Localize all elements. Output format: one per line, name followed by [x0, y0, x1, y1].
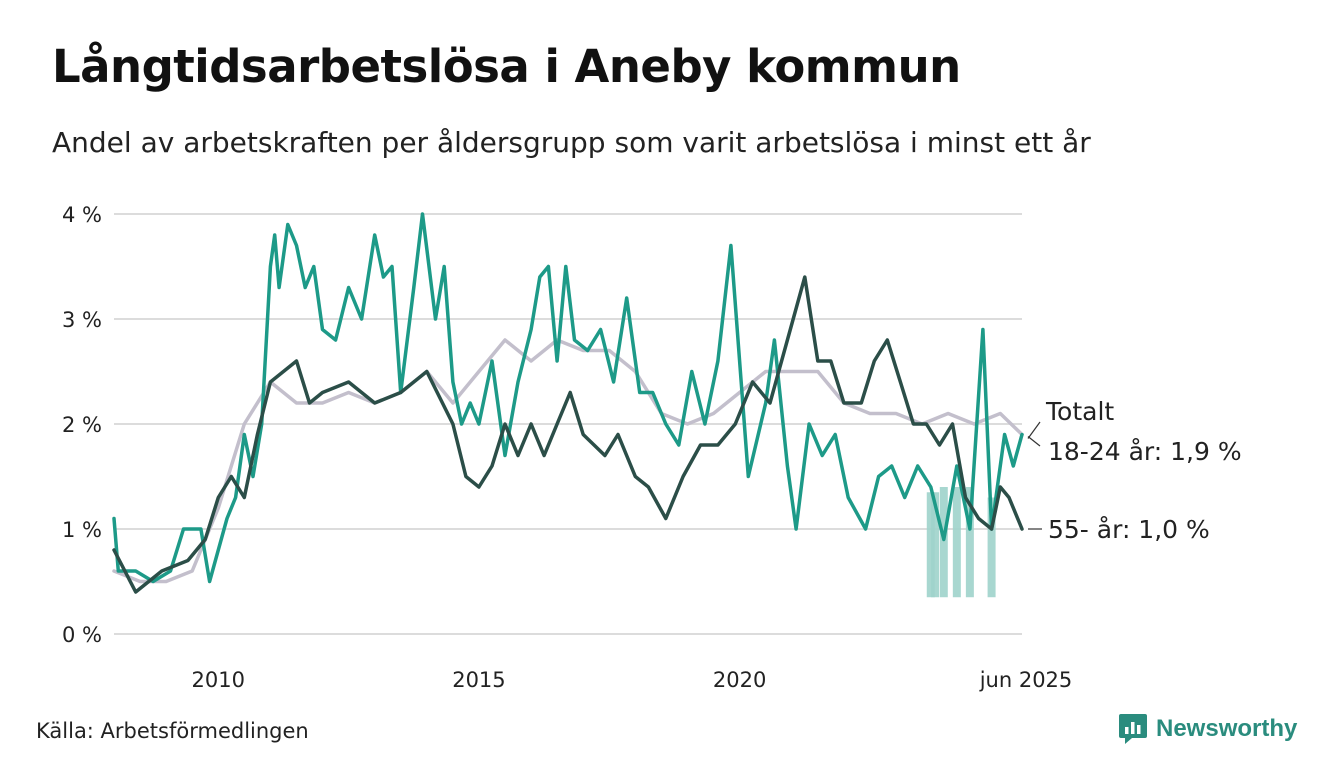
gridlines — [114, 213, 1022, 635]
uncertainty-band — [952, 487, 961, 598]
chart-title: Långtidsarbetslösa i Aneby kommun — [52, 40, 961, 93]
series-label: 55- år: 1,0 % — [1048, 515, 1210, 544]
series-lines — [112, 212, 1024, 594]
series-line — [112, 338, 1024, 584]
uncertainty-band — [926, 492, 935, 598]
brand-logo: Newsworthy — [1118, 712, 1297, 746]
x-tick-label: 2010 — [192, 668, 245, 692]
source-note: Källa: Arbetsförmedlingen — [36, 719, 309, 743]
uncertainty-band — [965, 487, 974, 598]
leader-line — [1027, 421, 1041, 439]
chart-subtitle: Andel av arbetskraften per åldersgrupp s… — [52, 126, 1091, 159]
y-tick-label: 0 % — [62, 623, 102, 647]
uncertainty-band — [939, 487, 948, 598]
y-tick-label: 1 % — [62, 518, 102, 542]
series-end-labels: Totalt 18-24 år: 1,9 % 55- år: 1,0 % — [1027, 397, 1242, 544]
series-label: Totalt — [1045, 397, 1114, 426]
y-tick-label: 3 % — [62, 308, 102, 332]
x-tick-label: 2015 — [452, 668, 505, 692]
series-line — [112, 212, 1024, 584]
series-line — [112, 275, 1024, 594]
leader-line — [1027, 436, 1041, 447]
axis-labels: 0 % 1 % 2 % 3 % 4 % 2010 2015 2020 jun 2025 — [62, 203, 1072, 692]
x-tick-label: 2020 — [713, 668, 766, 692]
y-tick-label: 2 % — [62, 413, 102, 437]
newsworthy-icon — [1119, 714, 1147, 744]
x-tick-label: jun 2025 — [979, 668, 1073, 692]
y-tick-label: 4 % — [62, 203, 102, 227]
series-label: 18-24 år: 1,9 % — [1048, 437, 1242, 466]
brand-name: Newsworthy — [1156, 715, 1298, 742]
uncertainty-band — [987, 497, 996, 598]
youth-uncertainty-bands — [926, 487, 996, 598]
uncertainty-band — [931, 492, 940, 598]
